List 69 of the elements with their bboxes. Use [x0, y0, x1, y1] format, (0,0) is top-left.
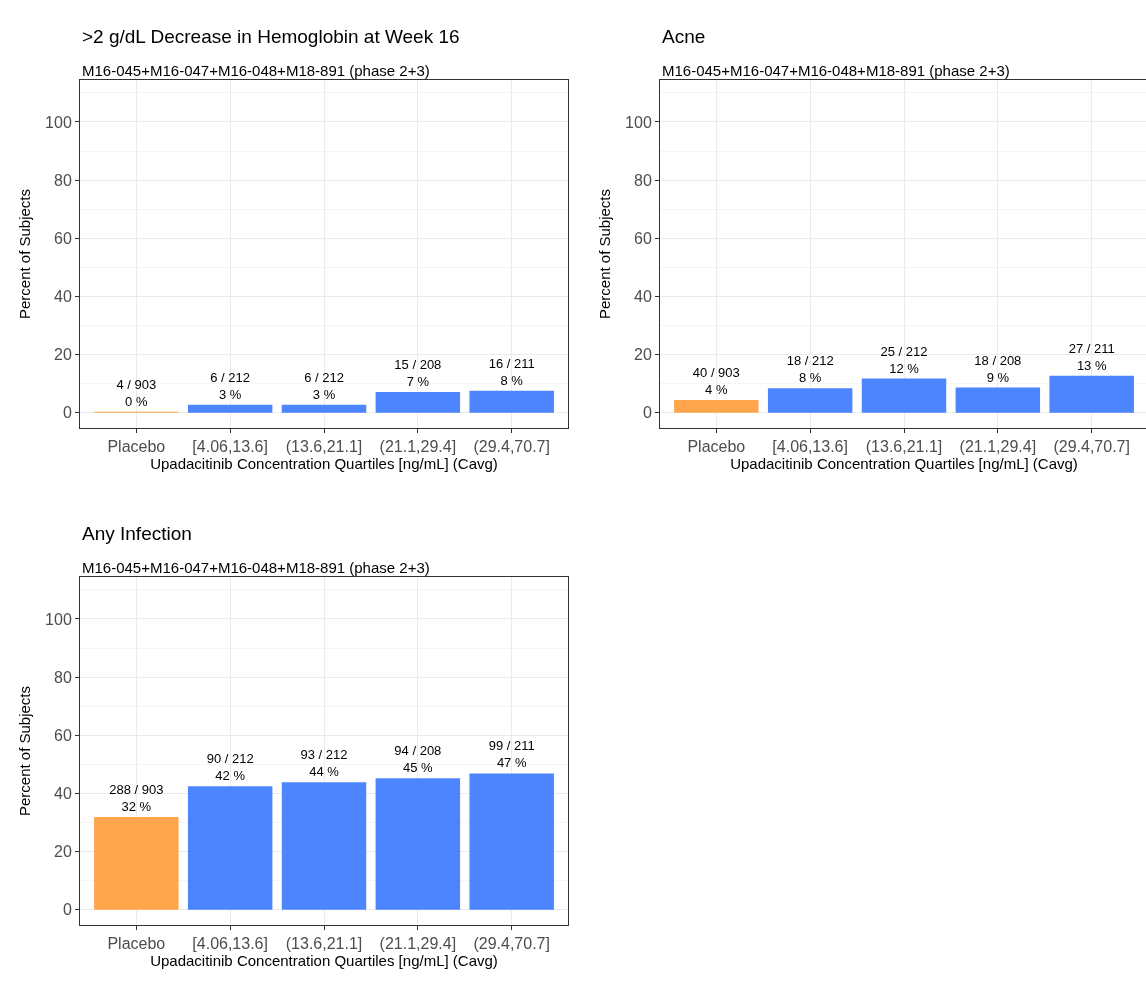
x-tick-label: (13.6,21.1]: [865, 438, 943, 456]
data-label: 99 / 211 47 %: [488, 738, 535, 771]
data-label: 6 / 212 3 %: [304, 369, 344, 402]
bar: [469, 773, 554, 910]
y-tick-label: 0: [642, 404, 652, 422]
y-axis-title: Percent of Subjects: [16, 685, 34, 817]
x-axis-title: Upadacitinib Concentration Quartiles [ng/mL] (Cavg): [730, 455, 1078, 473]
data-label: 94 / 208 45 %: [394, 743, 442, 776]
data-label: 288 / 903 32 %: [109, 782, 164, 815]
y-axis-title: Percent of Subjects: [16, 188, 34, 320]
data-label: 93 / 212 44 %: [300, 747, 348, 780]
x-tick-label: (21.1,29.4]: [959, 438, 1037, 456]
x-tick-label: Placebo: [107, 438, 166, 456]
data-label: 40 / 903 4 %: [692, 365, 740, 398]
data-label: 18 / 208 9 %: [974, 352, 1022, 385]
x-tick-label: Placebo: [687, 438, 746, 456]
x-tick-label: (29.4,70.7]: [1053, 438, 1130, 456]
y-tick-label: 100: [45, 113, 72, 131]
x-tick-label: (13.6,21.1]: [285, 935, 363, 953]
x-tick-label: [4.06,13.6]: [772, 438, 848, 456]
x-axis-title: Upadacitinib Concentration Quartiles [ng/mL] (Cavg): [150, 455, 498, 473]
y-tick-label: 60: [634, 229, 652, 247]
x-tick-label: (29.4,70.7]: [473, 935, 550, 953]
bar: [281, 782, 367, 910]
chart-title: Any Infection: [82, 523, 192, 544]
bar: [187, 786, 273, 910]
y-tick-label: 60: [54, 726, 72, 744]
y-tick-label: 80: [634, 171, 652, 189]
y-tick-label: 100: [625, 113, 652, 131]
bar: [469, 390, 554, 413]
bar: [94, 817, 179, 910]
bar: [375, 778, 461, 910]
data-label: 16 / 211 8 %: [488, 355, 535, 388]
y-tick-label: 20: [54, 346, 72, 364]
x-tick-label: [4.06,13.6]: [192, 438, 268, 456]
data-label: 27 / 211 13 %: [1068, 340, 1115, 373]
data-label: 18 / 212 8 %: [786, 353, 834, 386]
y-tick-label: 40: [54, 785, 72, 803]
y-tick-label: 40: [54, 288, 72, 306]
y-tick-label: 60: [54, 229, 72, 247]
y-tick-label: 100: [45, 610, 72, 628]
data-label: 6 / 212 3 %: [210, 369, 251, 402]
x-tick-label: Placebo: [107, 935, 166, 953]
y-tick-label: 80: [54, 171, 72, 189]
chart-subtitle: M16-045+M16-047+M16-048+M18-891 (phase 2+3): [82, 62, 430, 79]
y-axis-title: Percent of Subjects: [596, 188, 614, 320]
y-tick-label: 20: [634, 346, 652, 364]
y-tick-label: 20: [54, 843, 72, 861]
bar: [187, 404, 273, 413]
y-tick-label: 80: [54, 668, 72, 686]
y-tick-label: 0: [62, 404, 72, 422]
bar: [281, 404, 367, 413]
chart-subtitle: M16-045+M16-047+M16-048+M18-891 (phase 2+3): [82, 559, 430, 576]
chart-subtitle: M16-045+M16-047+M16-048+M18-891 (phase 2+3): [662, 62, 1010, 79]
chart-title: Acne: [662, 26, 706, 47]
x-tick-label: (21.1,29.4]: [379, 438, 457, 456]
y-tick-label: 0: [62, 901, 72, 919]
data-label: 25 / 212 12 %: [880, 343, 928, 376]
x-tick-label: (21.1,29.4]: [379, 935, 457, 953]
x-axis-title: Upadacitinib Concentration Quartiles [ng/mL] (Cavg): [150, 952, 498, 970]
chart-title: >2 g/dL Decrease in Hemoglobin at Week 16: [82, 26, 460, 47]
data-label: 4 / 903 0 %: [116, 376, 157, 409]
y-tick-label: 40: [634, 288, 652, 306]
x-tick-label: (29.4,70.7]: [473, 438, 550, 456]
data-label: 15 / 208 7 %: [394, 357, 442, 389]
bar: [375, 391, 461, 413]
x-tick-label: (13.6,21.1]: [285, 438, 363, 456]
data-label: 90 / 212 42 %: [206, 751, 254, 784]
x-tick-label: [4.06,13.6]: [192, 935, 268, 953]
